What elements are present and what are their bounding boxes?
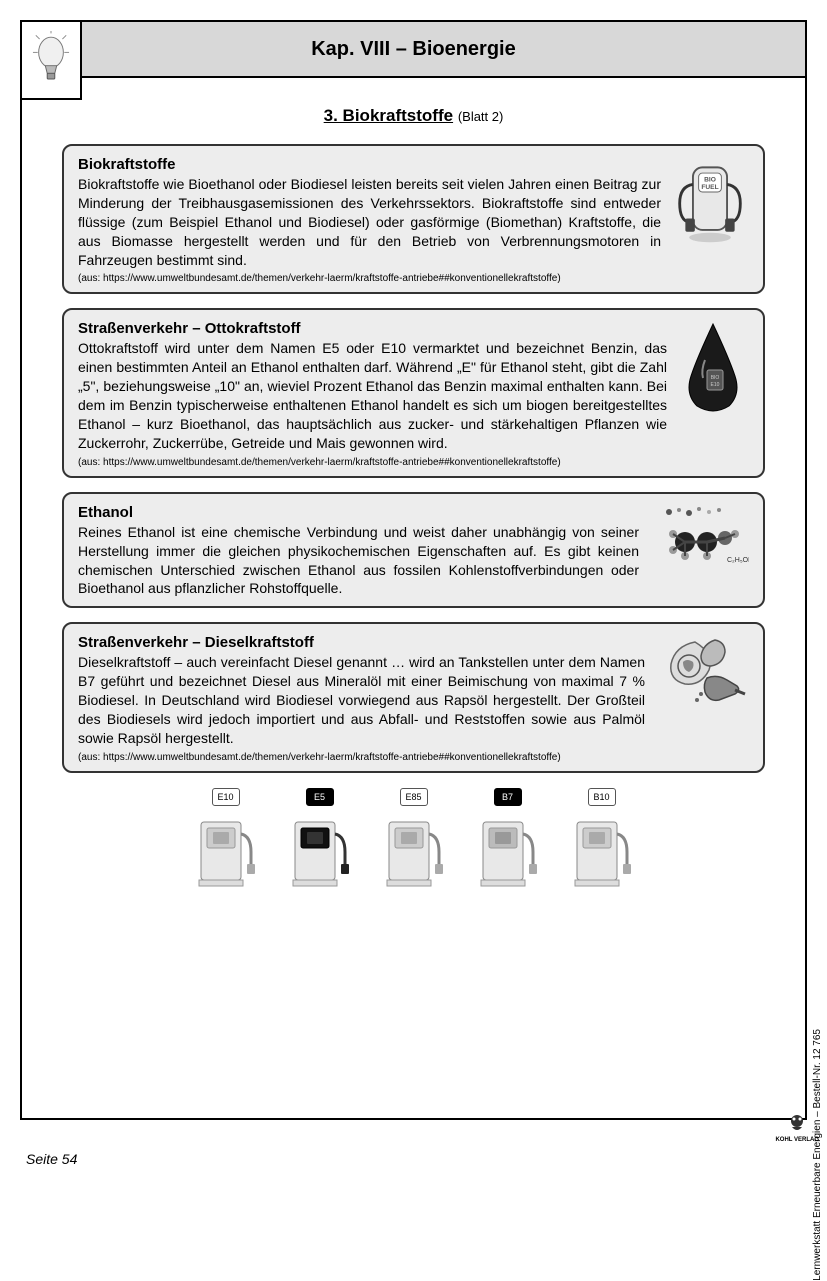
chapter-header: Kap. VIII – Bioenergie [22,22,805,78]
svg-text:FUEL: FUEL [701,184,718,191]
pump-icon [193,812,259,888]
box-source: (aus: https://www.umweltbundesamt.de/the… [78,457,749,468]
biofuel-pump-icon: BIO FUEL [671,156,749,251]
pump-b7: B7 [475,787,541,888]
box-text: Ottokraftstoff wird unter dem Namen E5 o… [78,339,749,452]
publisher-logo: KOHL VERLAG [775,1113,819,1143]
pump-icon [381,812,447,888]
chapter-title: Kap. VIII – Bioenergie [311,38,516,61]
info-box-ethanol: C₂H₅OH Ethanol Reines Ethanol ist eine c… [62,492,765,609]
leaf-nozzle-icon [655,634,749,715]
pump-label: E10 [212,788,240,806]
box-text: Biokraftstoffe wie Bioethanol oder Biodi… [78,175,749,269]
section-title: 3. Biokraftstoffe (Blatt 2) [62,106,765,126]
pump-label: B7 [494,788,522,806]
box-title: Straßenverkehr – Dieselkraftstoff [78,634,749,651]
content-area: 3. Biokraftstoffe (Blatt 2) BIO FUEL [22,78,805,902]
oil-drop-icon: BIO E10 [677,320,749,419]
pump-icon [569,812,635,888]
fuel-pumps-row: E10 E5 [62,787,765,888]
pump-label: B10 [588,788,616,806]
lightbulb-icon [32,31,70,89]
info-box-ottokraftstoff: BIO E10 Straßenverkehr – Ottokraftstoff … [62,308,765,477]
section-sheet: (Blatt 2) [458,109,504,124]
box-title: Straßenverkehr – Ottokraftstoff [78,320,749,337]
info-box-dieselkraftstoff: Straßenverkehr – Dieselkraftstoff Diesel… [62,622,765,772]
pump-e10: E10 [193,787,259,888]
pump-e5: E5 [287,787,353,888]
svg-text:E10: E10 [711,382,720,388]
info-box-biokraftstoffe: BIO FUEL Biokraftstoffe Biokraftstoffe w… [62,144,765,294]
box-text: Dieselkraftstoff – auch vereinfacht Dies… [78,653,749,747]
kohl-logo-icon [786,1113,808,1135]
page-frame: Kap. VIII – Bioenergie 3. Biokraftstoffe… [20,20,807,1120]
publisher-name: KOHL VERLAG [775,1137,819,1143]
lightbulb-icon-box [20,20,82,100]
pump-e85: E85 [381,787,447,888]
side-publication-info: Lernwerkstatt Erneuerbare Energien – Bes… [812,1029,823,1281]
pump-icon [475,812,541,888]
pump-label: E85 [400,788,428,806]
pump-label: E5 [306,788,334,806]
svg-text:BIO: BIO [711,375,720,381]
molecule-icon: C₂H₅OH [649,504,749,575]
pump-b10: B10 [569,787,635,888]
svg-text:C₂H₅OH: C₂H₅OH [727,557,749,564]
pump-icon [287,812,353,888]
svg-text:BIO: BIO [704,177,716,184]
box-source: (aus: https://www.umweltbundesamt.de/the… [78,273,749,284]
page-number: Seite 54 [26,1151,77,1167]
box-source: (aus: https://www.umweltbundesamt.de/the… [78,752,749,763]
section-number-title: 3. Biokraftstoffe [324,106,453,125]
box-title: Biokraftstoffe [78,156,749,173]
